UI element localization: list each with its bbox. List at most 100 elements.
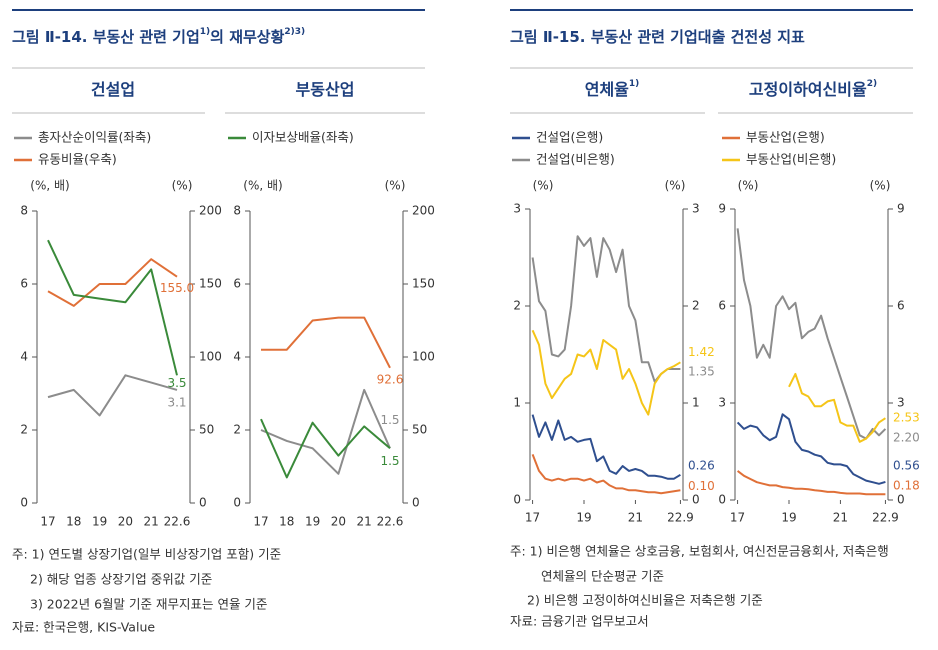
y2-tick-label: 0	[199, 496, 207, 510]
y2-tick-label: 3	[897, 396, 905, 410]
x-tick-label: 22.6	[164, 515, 191, 529]
x-tick-label: 22.6	[377, 515, 404, 529]
x-tick-label: 21	[833, 511, 848, 525]
x-tick-label: 22.9	[872, 511, 899, 525]
y-tick-label: 0	[718, 493, 726, 507]
y-tick-label: 4	[233, 350, 241, 364]
figure-title: 그림 Ⅱ-15. 부동산 관련 기업대출 건전성 지표	[510, 28, 805, 46]
note: 3) 2022년 6월말 기준 재무지표는 연율 기준	[30, 597, 267, 612]
y-tick-label: 8	[20, 204, 28, 218]
series-line	[47, 374, 178, 417]
note: 자료: 한국은행, KIS-Value	[12, 620, 155, 635]
x-tick-label: 20	[331, 515, 346, 529]
x-tick-label: 20	[118, 515, 133, 529]
panel-title: 연체율1)	[585, 79, 640, 99]
legend-label: 유동비율(우축)	[38, 152, 117, 167]
y2-tick-label: 100	[412, 350, 435, 364]
series-line	[531, 454, 681, 495]
panel-title-sup: 1)	[629, 79, 639, 89]
title-sup: 2)3)	[284, 27, 305, 37]
title-text: 의 재무상황	[210, 28, 284, 46]
legend-label: 건설업(은행)	[536, 130, 603, 145]
series-line	[736, 413, 886, 485]
y2-tick-label: 6	[897, 299, 905, 313]
y2-tick-label: 3	[692, 202, 700, 216]
x-tick-label: 19	[781, 511, 796, 525]
series-line	[736, 470, 886, 496]
data-label: 1.5	[380, 413, 399, 427]
panel-title-text: 고정이하여신비율	[749, 80, 867, 99]
y-tick-label: 8	[233, 204, 241, 218]
y2-tick-label: 0	[692, 493, 700, 507]
y2-tick-label: 100	[199, 350, 222, 364]
y-tick-label: 2	[233, 423, 241, 437]
x-tick-label: 19	[576, 511, 591, 525]
panel-title-text: 연체율	[585, 80, 629, 99]
y2-axis-unit: (%)	[870, 179, 891, 193]
panel-title: 부동산업	[296, 80, 355, 99]
data-label: 92.6	[377, 372, 404, 386]
data-label: 2.53	[893, 411, 920, 425]
panel-title-text: 건설업	[91, 80, 135, 99]
y2-axis-unit: (%)	[385, 179, 406, 193]
x-tick-label: 19	[305, 515, 320, 529]
y-tick-label: 6	[233, 277, 241, 291]
series-line	[788, 372, 886, 443]
note: 2) 해당 업종 상장기업 중위값 기준	[30, 572, 212, 587]
y-axis-unit: (%, 배)	[30, 179, 69, 193]
x-tick-label: 18	[66, 515, 81, 529]
data-label: 0.10	[688, 479, 715, 493]
y-tick-label: 6	[718, 299, 726, 313]
y2-tick-label: 150	[199, 277, 222, 291]
data-label: 155.0	[160, 281, 194, 295]
y-axis-unit: (%, 배)	[243, 179, 282, 193]
x-tick-label: 21	[144, 515, 159, 529]
y2-tick-label: 50	[412, 423, 427, 437]
y-tick-label: 6	[20, 277, 28, 291]
series-line	[531, 329, 681, 416]
x-tick-label: 17	[730, 511, 745, 525]
title-sup: 1)	[200, 27, 210, 37]
title-text: 그림 Ⅱ-14. 부동산 관련 기업	[12, 28, 200, 46]
y-tick-label: 1	[513, 396, 521, 410]
x-tick-label: 21	[628, 511, 643, 525]
panel-title-sup: 2)	[867, 79, 877, 89]
y2-tick-label: 0	[897, 493, 905, 507]
data-label: 1.35	[688, 365, 715, 379]
data-label: 3.5	[167, 376, 186, 390]
y-tick-label: 9	[718, 202, 726, 216]
note: 주: 1) 연도별 상장기업(일부 비상장기업 포함) 기준	[12, 547, 281, 562]
legend-label: 부동산업(은행)	[746, 130, 825, 145]
y-tick-label: 4	[20, 350, 28, 364]
data-label: 2.20	[893, 430, 920, 444]
y-tick-label: 0	[513, 493, 521, 507]
y2-tick-label: 200	[412, 204, 435, 218]
y2-tick-label: 0	[412, 496, 420, 510]
legend-label: 부동산업(비은행)	[746, 152, 836, 167]
y-tick-label: 0	[233, 496, 241, 510]
data-label: 0.26	[688, 458, 715, 472]
series-line	[260, 388, 391, 475]
x-tick-label: 17	[525, 511, 540, 525]
y-tick-label: 3	[513, 202, 521, 216]
y2-tick-label: 9	[897, 202, 905, 216]
y-tick-label: 2	[513, 299, 521, 313]
data-label: 3.1	[167, 395, 186, 409]
y2-axis-unit: (%)	[665, 179, 686, 193]
y-axis-unit: (%)	[533, 179, 554, 193]
x-tick-label: 19	[92, 515, 107, 529]
data-label: 1.5	[380, 454, 399, 468]
series-line	[260, 418, 391, 479]
figure-title: 그림 Ⅱ-14. 부동산 관련 기업1)의 재무상황2)3)	[12, 27, 305, 46]
data-label: 0.56	[893, 458, 920, 472]
series-line	[531, 414, 681, 480]
y2-tick-label: 1	[692, 396, 700, 410]
y2-tick-label: 2	[692, 299, 700, 313]
panel-title: 고정이하여신비율2)	[749, 79, 877, 99]
y-tick-label: 2	[20, 423, 28, 437]
series-line	[47, 239, 178, 376]
y2-tick-label: 200	[199, 204, 222, 218]
legend-label: 건설업(비은행)	[536, 152, 615, 167]
legend-label: 총자산순이익률(좌축)	[38, 130, 151, 145]
